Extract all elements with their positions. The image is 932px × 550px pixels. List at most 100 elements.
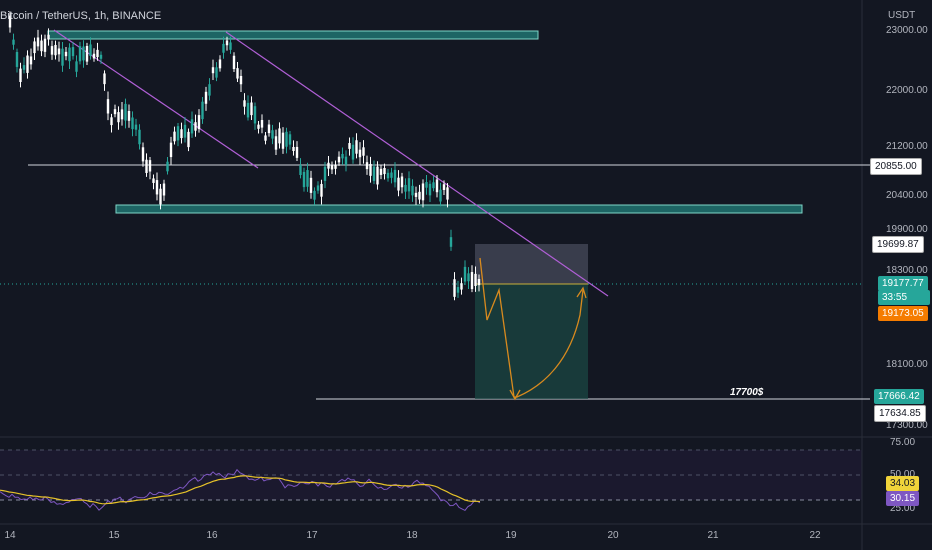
candle-body (474, 273, 477, 286)
candle-body (439, 189, 442, 202)
level-label-19699: 19699.87 (872, 236, 924, 253)
candle-body (428, 183, 432, 196)
last-price-label: 19177.77 (878, 276, 928, 291)
candle-body (148, 160, 152, 172)
candle-body (78, 46, 82, 62)
candle-body (313, 190, 316, 200)
candle-body (456, 287, 460, 293)
time-tick: 18 (406, 530, 418, 541)
candle-body (187, 131, 190, 148)
rsi-ma-label: 34.03 (886, 476, 920, 491)
candle-body (236, 68, 239, 79)
candle-body (201, 101, 204, 120)
candle-body (43, 38, 47, 52)
candle-body (257, 124, 260, 129)
candle-body (341, 153, 344, 159)
time-tick: 15 (108, 530, 120, 541)
candle-body (393, 169, 397, 183)
chart-title: Bitcoin / TetherUS, 1h, BINANCE (0, 10, 162, 22)
candle-body (29, 56, 33, 65)
price-tick: 18100.00 (886, 359, 928, 370)
candles-layer (8, 11, 481, 301)
candle-body (110, 117, 113, 126)
candle-body (134, 124, 138, 130)
candle-body (152, 178, 155, 183)
candle-body (64, 51, 68, 57)
candle-body (337, 156, 341, 163)
candle-body (103, 73, 106, 85)
candle-body (390, 172, 393, 178)
candle-body (92, 53, 96, 59)
candle-body (264, 135, 267, 141)
candle-body (50, 46, 54, 55)
candle-body (253, 106, 257, 124)
candle-body (432, 182, 435, 189)
candle-body (8, 15, 12, 28)
rsi-ma-line (0, 475, 481, 505)
price-tick: 21200.00 (886, 141, 928, 152)
candle-body (215, 67, 218, 78)
candle-body (369, 163, 372, 176)
resistance-zone[interactable] (47, 30, 539, 40)
candle-body (351, 144, 355, 160)
stop-zone[interactable] (475, 244, 588, 284)
candle-body (127, 110, 131, 121)
price-tick: 17300.00 (886, 420, 928, 431)
candle-body (57, 48, 61, 55)
candle-body (267, 124, 271, 134)
orange-price-label: 19173.05 (878, 306, 928, 321)
target-note[interactable]: 17700$ (730, 387, 764, 398)
candle-body (246, 102, 250, 118)
candle-body (166, 161, 169, 172)
time-tick: 14 (4, 530, 16, 541)
candle-body (260, 119, 264, 128)
candle-body (71, 47, 75, 57)
time-tick: 17 (306, 530, 318, 541)
candle-body (131, 117, 134, 130)
candle-body (379, 168, 383, 175)
candle-body (274, 136, 278, 150)
candle-body (292, 146, 295, 151)
candle-body (15, 52, 19, 67)
candle-body (19, 68, 22, 82)
price-unit: USDT (888, 10, 916, 21)
trendline-2[interactable] (225, 31, 609, 297)
candle-body (477, 278, 481, 286)
candle-body (344, 156, 348, 165)
candle-body (176, 126, 180, 141)
support-zone[interactable] (115, 204, 803, 214)
candle-body (243, 100, 246, 107)
candle-body (330, 165, 334, 170)
price-tick: 20400.00 (886, 190, 928, 201)
candle-body (85, 46, 89, 62)
candle-body (414, 192, 418, 197)
candle-body (407, 178, 411, 192)
candle-body (197, 115, 201, 130)
candle-body (26, 55, 29, 73)
candle-body (446, 187, 449, 200)
candle-body (320, 183, 323, 197)
candle-body (383, 167, 386, 175)
candle-body (22, 65, 26, 70)
candle-body (362, 147, 365, 156)
candle-body (288, 134, 292, 145)
candle-body (453, 279, 456, 297)
candle-body (418, 191, 421, 200)
candle-body (36, 37, 40, 47)
candle-body (232, 55, 236, 70)
candle-body (285, 131, 288, 147)
candle-body (141, 147, 145, 162)
price-tick: 23000.00 (886, 25, 928, 36)
candle-body (89, 44, 92, 56)
candle-body (299, 165, 302, 176)
candle-body (435, 179, 439, 193)
candle-body (449, 237, 453, 247)
projection-arrow-up (576, 286, 587, 299)
candle-body (386, 172, 390, 179)
candle-body (306, 170, 309, 187)
candle-body (323, 166, 327, 181)
candle-body (365, 162, 369, 170)
candle-body (460, 283, 463, 290)
